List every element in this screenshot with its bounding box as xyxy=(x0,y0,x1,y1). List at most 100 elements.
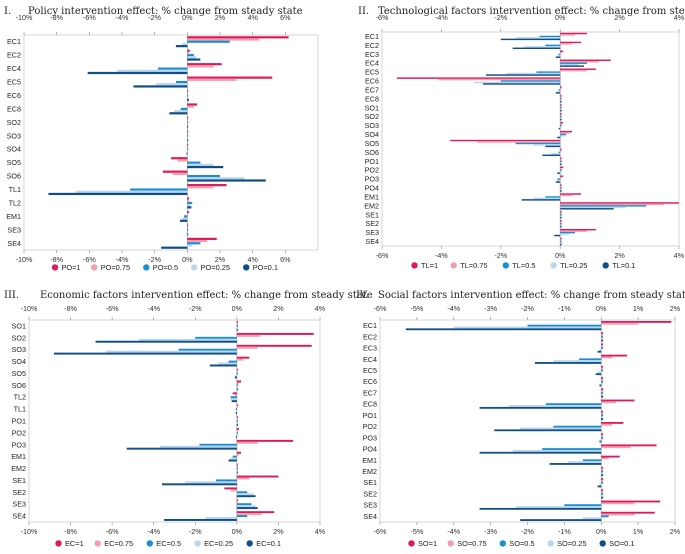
x-tick-label-top: -10% xyxy=(21,304,38,313)
bar-po-0-25-em1 xyxy=(181,217,188,220)
bar-tl-0-1-ec3 xyxy=(555,56,561,58)
bar-ec-0-25-po2 xyxy=(236,433,238,436)
bar-so-0-25-po2 xyxy=(520,427,602,430)
bar-ec-0-75-po1 xyxy=(236,418,238,421)
bar-tl-1-ec8 xyxy=(560,95,562,97)
bar-tl-0-25-ec7 xyxy=(557,90,561,93)
bar-po-0-75-ec4 xyxy=(187,65,214,68)
bar-tl-0-25-so6 xyxy=(551,153,561,155)
y-category-label: TL1 xyxy=(9,185,21,194)
x-tick-label-bottom: -6% xyxy=(106,527,119,536)
bar-ec-0-5-se1 xyxy=(216,479,237,482)
bar-so-0-25-se3 xyxy=(516,506,602,508)
bar-ec-0-25-so6 xyxy=(236,386,238,389)
bar-so-0-75-ec8 xyxy=(601,401,616,404)
bar-so-1-ec6 xyxy=(601,377,604,379)
bar-so-0-5-ec7 xyxy=(601,392,604,394)
x-tick-label-bottom: -5% xyxy=(410,527,423,536)
bar-tl-0-75-po3 xyxy=(560,176,562,179)
bar-so-0-5-ec2 xyxy=(601,335,604,338)
y-category-label: EC3 xyxy=(363,344,377,353)
bar-so-0-1-ec5 xyxy=(595,373,602,376)
x-tick-label-bottom: -2% xyxy=(521,527,534,536)
y-category-label: SO6 xyxy=(12,381,26,390)
bar-so-0-1-se4 xyxy=(520,519,602,521)
legend-marker xyxy=(190,264,198,271)
bar-so-1-se2 xyxy=(601,489,604,492)
y-category-label: EM1 xyxy=(6,212,21,221)
bar-so-1-po1 xyxy=(601,410,604,413)
bar-tl-1-so4 xyxy=(560,130,573,133)
x-tick-label-bottom: -10% xyxy=(16,255,33,264)
bar-tl-0-25-po3 xyxy=(557,179,561,182)
bar-po-1-ec5 xyxy=(187,76,273,79)
bar-po-0-75-so6 xyxy=(172,172,188,175)
bar-ec-0-25-po3 xyxy=(159,445,237,448)
bar-so-0-1-se1 xyxy=(597,485,602,488)
bar-so-0-1-po2 xyxy=(494,429,602,432)
y-category-label: SO5 xyxy=(7,158,21,167)
y-category-label: EC1 xyxy=(363,321,377,330)
legend-entry: TL=0.1 xyxy=(612,261,635,270)
x-tick-label-bottom: -2% xyxy=(148,255,161,264)
legend-entry: TL=1 xyxy=(421,261,438,270)
bar-tl-0-5-se2 xyxy=(560,222,562,225)
bar-ec-0-1-so5 xyxy=(234,376,237,379)
bar-tl-0-25-se3 xyxy=(560,233,570,235)
bar-tl-0-75-so1 xyxy=(560,105,562,108)
y-category-label: EC1 xyxy=(7,37,21,46)
bar-ec-0-25-se3 xyxy=(236,505,256,508)
bar-po-0-25-ec1 xyxy=(182,42,188,46)
bar-so-0-75-se2 xyxy=(601,491,604,494)
bar-ec-0-75-se1 xyxy=(236,477,250,480)
y-category-label: EC7 xyxy=(363,388,377,397)
legend-marker xyxy=(450,262,457,269)
bar-po-1-tl2 xyxy=(187,197,189,200)
bar-ec-1-po3 xyxy=(236,439,293,442)
bar-po-0-1-ec8 xyxy=(169,112,188,115)
bar-po-0-25-ec5 xyxy=(156,83,188,86)
legend-marker xyxy=(91,264,98,271)
bar-so-0-1-em1 xyxy=(549,463,602,465)
x-tick-label-top: 1% xyxy=(633,304,644,313)
bar-so-0-5-po2 xyxy=(553,425,602,428)
y-category-label: PO2 xyxy=(12,428,26,437)
bar-po-0-5-ec1 xyxy=(187,40,230,43)
bar-po-1-so5 xyxy=(171,157,188,160)
bar-tl-0-75-ec1 xyxy=(560,34,576,36)
bar-tl-0-75-em1 xyxy=(560,194,573,197)
x-tick-label-bottom: 2% xyxy=(273,527,284,536)
y-category-label: EC8 xyxy=(363,400,377,409)
panel-social: IV. Social factors intervention effect: %… xyxy=(356,290,685,548)
bar-po-0-5-em1 xyxy=(184,215,188,218)
bar-ec-0-5-tl1 xyxy=(235,408,237,411)
x-tick-label-top: -2% xyxy=(189,304,202,313)
legend-marker xyxy=(547,540,554,547)
bar-so-0-5-po1 xyxy=(601,414,604,417)
bar-tl-1-so2 xyxy=(560,113,562,115)
bar-tl-0-1-ec5 xyxy=(485,74,561,76)
bar-tl-0-25-so1 xyxy=(560,108,562,110)
bar-tl-0-25-po4 xyxy=(560,188,562,191)
bar-po-0-25-se4 xyxy=(187,244,193,247)
bar-ec-0-1-se3 xyxy=(236,507,258,510)
bar-ec-1-se4 xyxy=(236,511,275,514)
y-category-label: SE4 xyxy=(12,512,26,521)
bar-tl-1-so6 xyxy=(560,148,562,151)
bar-tl-0-25-ec8 xyxy=(560,99,562,102)
bar-so-0-75-po4 xyxy=(601,446,631,449)
bar-tl-0-5-ec7 xyxy=(558,89,561,91)
bar-po-0-5-so5 xyxy=(187,161,201,164)
x-tick-label-top: -3% xyxy=(484,304,497,313)
bar-so-0-75-ec6 xyxy=(601,378,604,381)
bar-ec-0-1-so6 xyxy=(236,388,238,391)
x-tick-label-bottom: -3% xyxy=(484,527,497,536)
x-tick-label-top: -4% xyxy=(116,13,129,22)
legend-marker xyxy=(243,264,250,271)
bar-po-1-em1 xyxy=(187,210,189,214)
y-category-label: SO2 xyxy=(7,118,21,127)
bar-ec-0-25-em1 xyxy=(230,457,237,460)
bar-tl-0-5-so6 xyxy=(558,151,561,154)
bar-ec-1-so3 xyxy=(236,344,312,347)
x-tick-label-bottom: -4% xyxy=(147,527,160,536)
